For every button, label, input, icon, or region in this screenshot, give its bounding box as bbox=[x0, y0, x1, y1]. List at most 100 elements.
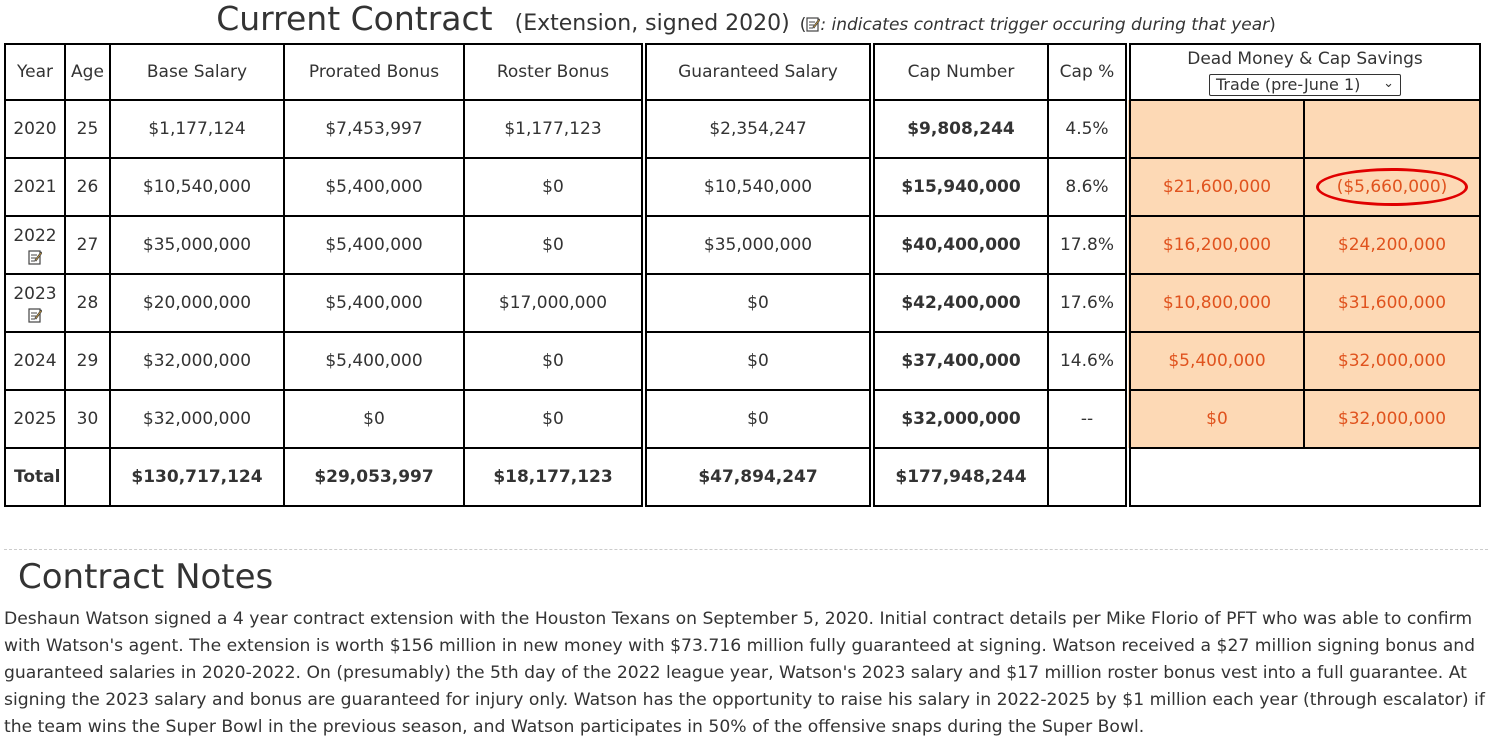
table-header-row: Year Age Base Salary Prorated Bonus Rost… bbox=[4, 43, 1481, 101]
cell-cap-pct: 4.5% bbox=[1047, 99, 1129, 159]
cell-age: 29 bbox=[64, 331, 111, 391]
cell-cap-number: $15,940,000 bbox=[869, 157, 1049, 217]
cell-cap-pct: 8.6% bbox=[1047, 157, 1129, 217]
cell-dead-money bbox=[1125, 99, 1305, 159]
cell-year: 2020 bbox=[4, 99, 66, 159]
cell-cap-number: $9,808,244 bbox=[869, 99, 1049, 159]
cell-dead-money: $21,600,000 bbox=[1125, 157, 1305, 217]
col-cap-pct: Cap % bbox=[1047, 43, 1129, 101]
chevron-down-icon: ⌄ bbox=[1383, 76, 1394, 91]
cell-year: 2022 bbox=[4, 215, 66, 275]
table-row: 2020 25 $1,177,124 $7,453,997 $1,177,123 $2,3… bbox=[4, 99, 1481, 159]
dead-money-title: Dead Money & Cap Savings bbox=[1187, 49, 1423, 69]
cell-cap-savings: ($5,660,000) bbox=[1303, 157, 1481, 217]
cell-year: 2021 bbox=[4, 157, 66, 217]
cell-roster-bonus: $17,000,000 bbox=[463, 273, 645, 333]
col-cap-number: Cap Number bbox=[869, 43, 1049, 101]
cell-cap-number: $40,400,000 bbox=[869, 215, 1049, 275]
cell-roster-bonus: $0 bbox=[463, 215, 645, 275]
highlight-circle: ($5,660,000) bbox=[1315, 168, 1469, 206]
cell-dead-money: $10,800,000 bbox=[1125, 273, 1305, 333]
contract-table: Year Age Base Salary Prorated Bonus Rost… bbox=[4, 43, 1481, 507]
cell-cap-savings: $31,600,000 bbox=[1303, 273, 1481, 333]
cell-base-salary: $1,177,124 bbox=[109, 99, 285, 159]
col-guaranteed-salary: Guaranteed Salary bbox=[641, 43, 873, 101]
total-cap: $177,948,244 bbox=[869, 447, 1049, 507]
table-row: 2024 29 $32,000,000 $5,400,000 $0 $0 $37,400,0… bbox=[4, 331, 1481, 391]
total-dead-money bbox=[1125, 447, 1481, 507]
cell-cap-number: $42,400,000 bbox=[869, 273, 1049, 333]
cell-base-salary: $10,540,000 bbox=[109, 157, 285, 217]
table-row: 2023 28 $20,000,000 $5,400,000 $17,000,000 $0… bbox=[4, 273, 1481, 333]
page-title: Current Contract bbox=[216, 0, 493, 38]
col-prorated-bonus: Prorated Bonus bbox=[283, 43, 465, 101]
cell-roster-bonus: $0 bbox=[463, 157, 645, 217]
cell-cap-savings: $32,000,000 bbox=[1303, 331, 1481, 391]
cell-age: 30 bbox=[64, 389, 111, 449]
cell-guaranteed-salary: $0 bbox=[641, 273, 873, 333]
contract-notes-body: Deshaun Watson signed a 4 year contract … bbox=[4, 609, 1485, 737]
cell-age: 28 bbox=[64, 273, 111, 333]
total-label: Total bbox=[4, 447, 66, 507]
table-row: 2021 26 $10,540,000 $5,400,000 $0 $10,540,000… bbox=[4, 157, 1481, 217]
cell-year: 2023 bbox=[4, 273, 66, 333]
cell-base-salary: $20,000,000 bbox=[109, 273, 285, 333]
cell-cap-pct: 17.6% bbox=[1047, 273, 1129, 333]
cell-dead-money: $5,400,000 bbox=[1125, 331, 1305, 391]
section-divider bbox=[4, 549, 1488, 550]
cell-cap-pct: 14.6% bbox=[1047, 331, 1129, 391]
cell-year: 2024 bbox=[4, 331, 66, 391]
col-roster-bonus: Roster Bonus bbox=[463, 43, 645, 101]
cell-cap-savings: $24,200,000 bbox=[1303, 215, 1481, 275]
cell-dead-money: $0 bbox=[1125, 389, 1305, 449]
cell-cap-number: $32,000,000 bbox=[869, 389, 1049, 449]
total-cap-pct bbox=[1047, 447, 1129, 507]
total-guaranteed: $47,894,247 bbox=[641, 447, 873, 507]
cell-roster-bonus: $1,177,123 bbox=[463, 99, 645, 159]
cell-base-salary: $35,000,000 bbox=[109, 215, 285, 275]
cell-cap-pct: 17.8% bbox=[1047, 215, 1129, 275]
note-edit-icon bbox=[28, 308, 42, 323]
cell-prorated-bonus: $5,400,000 bbox=[283, 273, 465, 333]
cell-guaranteed-salary: $35,000,000 bbox=[641, 215, 873, 275]
total-roster: $18,177,123 bbox=[463, 447, 645, 507]
cell-roster-bonus: $0 bbox=[463, 389, 645, 449]
cell-guaranteed-salary: $10,540,000 bbox=[641, 157, 873, 217]
cell-cap-pct: -- bbox=[1047, 389, 1129, 449]
cell-dead-money: $16,200,000 bbox=[1125, 215, 1305, 275]
total-base: $130,717,124 bbox=[109, 447, 285, 507]
cell-prorated-bonus: $5,400,000 bbox=[283, 157, 465, 217]
cell-age: 25 bbox=[64, 99, 111, 159]
contract-subtitle: (Extension, signed 2020) bbox=[514, 11, 790, 36]
cell-age: 26 bbox=[64, 157, 111, 217]
cell-guaranteed-salary: $0 bbox=[641, 389, 873, 449]
total-row: Total $130,717,124 $29,053,997 $18,177,1… bbox=[4, 447, 1481, 507]
cell-cap-number: $37,400,000 bbox=[869, 331, 1049, 391]
cell-prorated-bonus: $5,400,000 bbox=[283, 331, 465, 391]
cell-base-salary: $32,000,000 bbox=[109, 389, 285, 449]
cell-guaranteed-salary: $0 bbox=[641, 331, 873, 391]
col-age: Age bbox=[64, 43, 111, 101]
cell-year: 2025 bbox=[4, 389, 66, 449]
table-row: 2022 27 $35,000,000 $5,400,000 $0 $35,000,000… bbox=[4, 215, 1481, 275]
cell-prorated-bonus: $0 bbox=[283, 389, 465, 449]
trigger-legend: (: indicates contract trigger occuring d… bbox=[799, 15, 1276, 35]
col-base-salary: Base Salary bbox=[109, 43, 285, 101]
cell-guaranteed-salary: $2,354,247 bbox=[641, 99, 873, 159]
note-edit-icon bbox=[806, 17, 821, 32]
dead-money-scenario-select[interactable]: Trade (pre-June 1) ⌄ bbox=[1209, 74, 1401, 96]
cell-cap-savings bbox=[1303, 99, 1481, 159]
cell-age: 27 bbox=[64, 215, 111, 275]
cell-prorated-bonus: $5,400,000 bbox=[283, 215, 465, 275]
col-dead-money: Dead Money & Cap Savings Trade (pre-June… bbox=[1125, 43, 1481, 101]
cell-base-salary: $32,000,000 bbox=[109, 331, 285, 391]
contract-header: Current Contract (Extension, signed 2020… bbox=[0, 0, 1492, 42]
contract-notes-title: Contract Notes bbox=[18, 557, 274, 597]
cell-prorated-bonus: $7,453,997 bbox=[283, 99, 465, 159]
col-year: Year bbox=[4, 43, 66, 101]
cell-cap-savings: $32,000,000 bbox=[1303, 389, 1481, 449]
note-edit-icon bbox=[28, 250, 42, 265]
total-prorated: $29,053,997 bbox=[283, 447, 465, 507]
total-age bbox=[64, 447, 111, 507]
cell-roster-bonus: $0 bbox=[463, 331, 645, 391]
